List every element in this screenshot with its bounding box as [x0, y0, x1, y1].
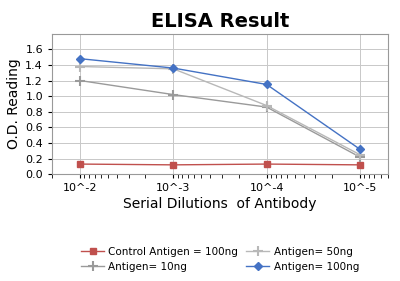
Antigen= 100ng	[171, 66, 176, 70]
Y-axis label: O.D. Reading: O.D. Reading	[7, 59, 21, 149]
Control Antigen = 100ng	[358, 163, 362, 167]
Antigen= 50ng	[264, 104, 269, 107]
Control Antigen = 100ng	[264, 162, 269, 166]
Title: ELISA Result: ELISA Result	[151, 12, 289, 31]
Control Antigen = 100ng	[78, 162, 82, 166]
Line: Antigen= 50ng: Antigen= 50ng	[75, 62, 365, 160]
Antigen= 50ng	[78, 65, 82, 68]
Antigen= 10ng	[264, 105, 269, 109]
Antigen= 10ng	[171, 93, 176, 96]
Legend: Control Antigen = 100ng, Antigen= 10ng, Antigen= 50ng, Antigen= 100ng: Control Antigen = 100ng, Antigen= 10ng, …	[81, 247, 359, 272]
Antigen= 50ng	[171, 67, 176, 71]
Antigen= 100ng	[358, 148, 362, 151]
Antigen= 100ng	[264, 83, 269, 86]
Antigen= 50ng	[358, 153, 362, 157]
Control Antigen = 100ng	[171, 163, 176, 167]
Line: Antigen= 100ng: Antigen= 100ng	[77, 56, 363, 152]
Line: Control Antigen = 100ng: Control Antigen = 100ng	[77, 161, 363, 168]
Antigen= 10ng	[358, 155, 362, 159]
Line: Antigen= 10ng: Antigen= 10ng	[75, 76, 365, 162]
Antigen= 100ng	[78, 57, 82, 60]
Antigen= 10ng	[78, 79, 82, 82]
X-axis label: Serial Dilutions  of Antibody: Serial Dilutions of Antibody	[123, 198, 317, 211]
